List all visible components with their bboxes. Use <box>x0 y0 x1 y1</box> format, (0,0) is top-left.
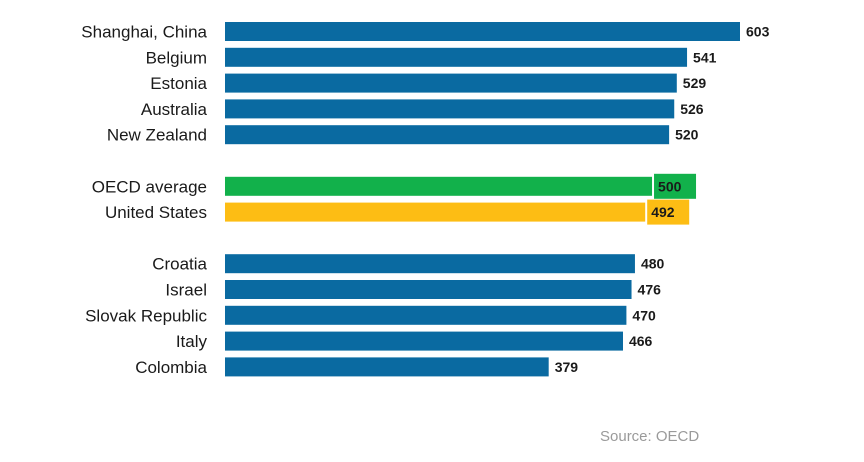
bar <box>225 22 740 41</box>
value-label: 500 <box>658 178 682 194</box>
value-label-background <box>654 173 697 199</box>
bar <box>225 73 677 93</box>
category-label: Colombia <box>135 358 207 377</box>
value-label: 529 <box>683 75 707 91</box>
value-label: 476 <box>638 282 662 298</box>
value-label: 526 <box>680 101 704 117</box>
bar <box>225 47 688 67</box>
bar <box>225 99 675 119</box>
bar <box>225 280 632 299</box>
bar <box>225 176 653 196</box>
source-note: Source: OECD <box>600 428 700 445</box>
value-label: 379 <box>555 359 579 375</box>
value-label: 541 <box>693 49 717 65</box>
category-label: Australia <box>141 100 208 119</box>
bar <box>225 357 549 377</box>
value-label: 470 <box>632 307 656 323</box>
category-label: Italy <box>176 332 208 351</box>
value-label: 520 <box>675 127 699 143</box>
value-label: 466 <box>629 333 653 349</box>
category-label: Croatia <box>152 255 207 274</box>
category-label: OECD average <box>92 177 207 196</box>
category-label: Israel <box>165 281 207 300</box>
category-label: New Zealand <box>107 126 207 145</box>
bar <box>225 254 635 274</box>
bar <box>225 331 623 351</box>
category-label: United States <box>105 203 207 222</box>
category-label: Slovak Republic <box>85 306 207 325</box>
bar <box>225 125 670 145</box>
value-label: 492 <box>651 204 675 220</box>
category-label: Belgium <box>146 48 207 67</box>
value-label: 480 <box>641 256 665 272</box>
bar <box>225 305 627 325</box>
value-label-background <box>647 199 690 225</box>
category-label: Shanghai, China <box>81 23 207 42</box>
category-label: Estonia <box>150 74 207 93</box>
bar <box>225 202 646 222</box>
value-label: 603 <box>746 24 770 40</box>
